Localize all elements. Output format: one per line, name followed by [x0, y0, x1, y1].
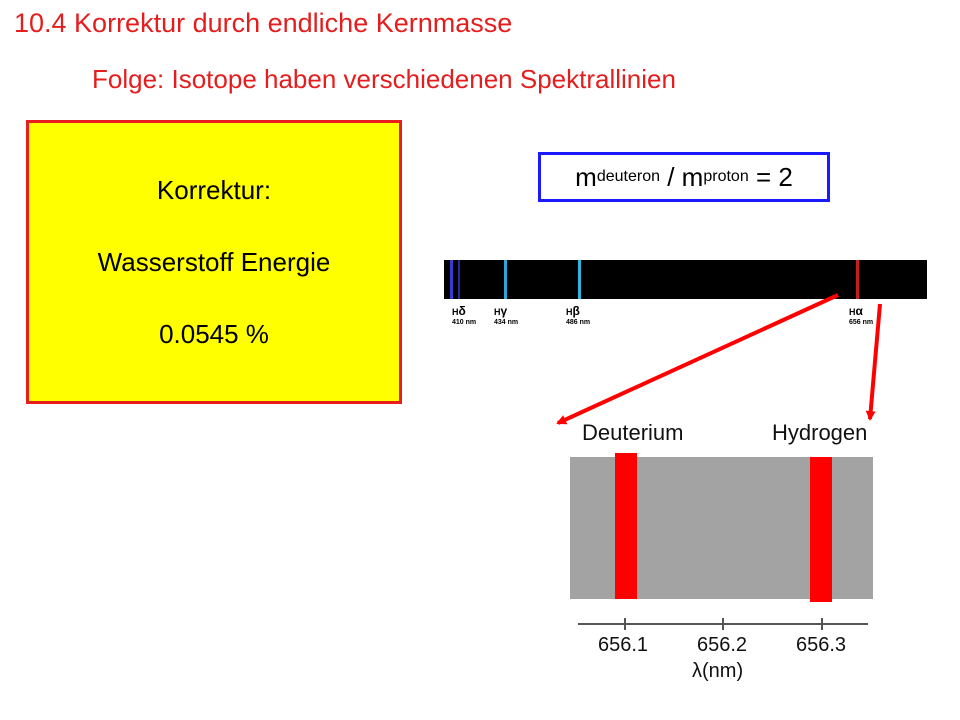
correction-value: 0.0545 % [159, 319, 269, 349]
h-alpha-wavelength: 656 nm [849, 319, 874, 326]
mass-ratio-box: m deuteron / m proton = 2 [538, 152, 830, 202]
slide-title: 10.4 Korrektur durch endliche Kernmasse [14, 8, 513, 38]
hydrogen-line [810, 457, 832, 602]
axis-tick-label-656-1: 656.1 [598, 634, 649, 656]
spectrum-line-h-delta-faint [458, 260, 460, 299]
deuterium-line [615, 453, 637, 599]
correction-heading: Korrektur: [156, 175, 272, 205]
spectrum-line-h-gamma [504, 260, 507, 299]
h-beta-greek: β [572, 304, 580, 318]
spectrum-label-h-gamma: Hγ 434 nm [494, 305, 518, 326]
h-gamma-wavelength: 434 nm [494, 319, 519, 326]
h-alpha-greek: α [855, 304, 863, 318]
h-gamma-greek: γ [500, 304, 508, 318]
label-deuterium: Deuterium [582, 420, 684, 445]
correction-subject: Wasserstoff Energie [97, 247, 331, 277]
spectrum-label-h-alpha: Hα 656 nm [849, 305, 873, 326]
arrow-to-deuterium [556, 293, 839, 425]
correction-box: Korrektur: Wasserstoff Energie 0.0545 % [26, 120, 402, 404]
h-alpha-symbol: H [849, 307, 856, 317]
spectrum-label-h-delta: Hδ 410 nm [452, 305, 476, 326]
hydrogen-spectrum-bar [444, 260, 927, 299]
arrow-to-hydrogen [865, 303, 882, 421]
slide-subtitle: Folge: Isotope haben verschiedenen Spekt… [92, 64, 676, 94]
axis-tick-label-656-2: 656.2 [697, 634, 748, 656]
spectrum-line-h-beta [578, 260, 581, 299]
mass-ratio-divider: / m [660, 161, 704, 192]
mass-ratio-sub-deuteron: deuteron [596, 168, 661, 185]
axis-title-wavelength: λ(nm) [692, 660, 744, 682]
h-delta-symbol: H [452, 307, 459, 317]
spectrum-line-h-alpha [856, 260, 859, 299]
mass-ratio-equals: = 2 [748, 161, 793, 192]
h-delta-wavelength: 410 nm [452, 319, 477, 326]
label-hydrogen: Hydrogen [772, 420, 868, 445]
h-beta-symbol: H [566, 307, 573, 317]
h-beta-wavelength: 486 nm [566, 319, 591, 326]
spectrum-label-h-beta: Hβ 486 nm [566, 305, 590, 326]
h-gamma-symbol: H [494, 307, 501, 317]
spectrum-line-h-delta [450, 260, 453, 299]
axis-tick-label-656-3: 656.3 [796, 634, 847, 656]
mass-ratio-m1: m [575, 161, 597, 192]
h-delta-greek: δ [458, 304, 466, 318]
mass-ratio-sub-proton: proton [703, 168, 749, 185]
